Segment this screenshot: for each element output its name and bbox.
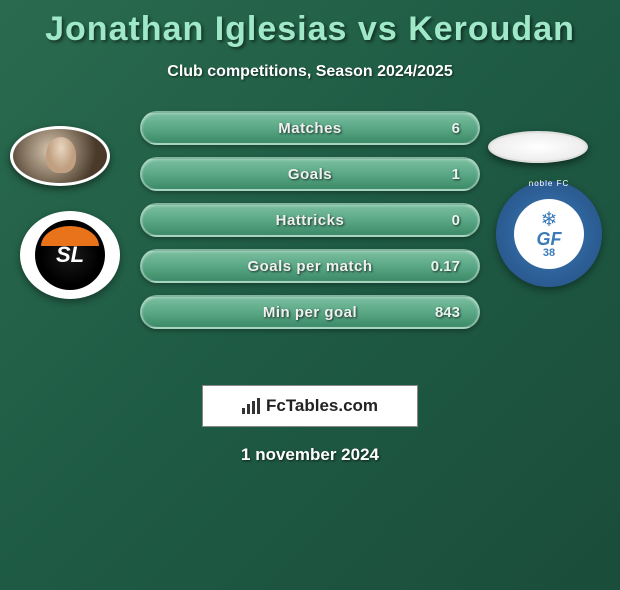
date-label: 1 november 2024 [0, 445, 620, 465]
player1-name: Jonathan Iglesias [45, 10, 347, 48]
stat-value: 6 [452, 120, 460, 137]
stat-label: Min per goal [263, 304, 357, 321]
club1-badge: SL [20, 211, 120, 299]
subtitle: Club competitions, Season 2024/2025 [0, 63, 620, 81]
brand-text: FcTables.com [266, 396, 378, 416]
stat-bar: Matches 6 [140, 111, 480, 145]
stat-value: 0.17 [431, 258, 460, 275]
stat-label: Hattricks [276, 212, 345, 229]
club1-initials: SL [56, 242, 84, 268]
player1-photo [10, 126, 110, 186]
brand-logo: FcTables.com [202, 385, 418, 427]
stat-bar: Hattricks 0 [140, 203, 480, 237]
chart-icon [242, 398, 262, 414]
club2-number: 38 [543, 248, 555, 259]
stat-bars: Matches 6 Goals 1 Hattricks 0 Goals per … [140, 111, 480, 341]
club2-arc-text: noble FC [496, 179, 602, 188]
stat-label: Goals [288, 166, 332, 183]
stats-panel: SL noble FC ❄ GF 38 Matches 6 Goals 1 Ha… [0, 111, 620, 371]
stat-bar: Goals 1 [140, 157, 480, 191]
stat-label: Matches [278, 120, 342, 137]
club2-initials: GF [537, 230, 562, 248]
comparison-title: Jonathan Iglesias vs Keroudan [0, 10, 620, 49]
club2-inner-icon: ❄ GF 38 [514, 199, 584, 269]
club2-badge: noble FC ❄ GF 38 [496, 181, 602, 287]
stat-value: 1 [452, 166, 460, 183]
stat-label: Goals per match [247, 258, 372, 275]
player2-photo [488, 131, 588, 163]
snowflake-icon: ❄ [541, 210, 558, 230]
stat-value: 843 [435, 304, 460, 321]
player2-name: Keroudan [408, 10, 575, 48]
vs-label: vs [358, 10, 398, 48]
club1-shield-icon: SL [35, 220, 105, 290]
stat-value: 0 [452, 212, 460, 229]
stat-bar: Min per goal 843 [140, 295, 480, 329]
stat-bar: Goals per match 0.17 [140, 249, 480, 283]
